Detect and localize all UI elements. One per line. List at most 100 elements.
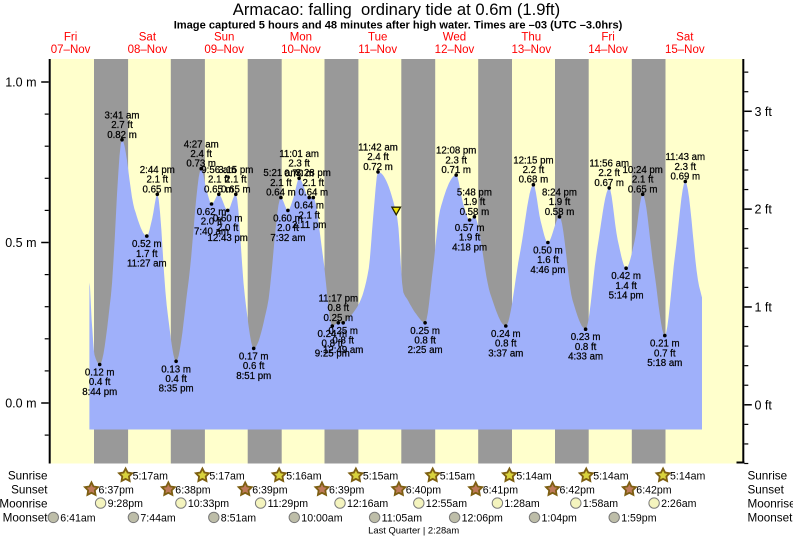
svg-text:0.25 m: 0.25 m xyxy=(410,326,440,337)
svg-text:Thu: Thu xyxy=(521,32,541,44)
svg-text:6:37pm: 6:37pm xyxy=(99,484,135,496)
svg-text:12:55am: 12:55am xyxy=(426,498,467,510)
svg-text:9:28pm: 9:28pm xyxy=(108,498,144,510)
svg-text:2.1 ft: 2.1 ft xyxy=(208,175,230,186)
svg-text:0.71 m: 0.71 m xyxy=(441,165,471,176)
svg-text:11:01 am: 11:01 am xyxy=(279,149,319,160)
svg-text:0.65 m: 0.65 m xyxy=(142,184,172,195)
svg-text:0.72 m: 0.72 m xyxy=(363,162,393,173)
svg-text:5:48 pm: 5:48 pm xyxy=(457,187,492,198)
svg-text:10:00am: 10:00am xyxy=(301,513,342,525)
svg-text:09–Nov: 09–Nov xyxy=(204,44,244,56)
svg-text:3 ft: 3 ft xyxy=(755,105,773,119)
svg-text:1.6 ft: 1.6 ft xyxy=(537,255,559,266)
svg-text:1.0 m: 1.0 m xyxy=(5,76,36,90)
svg-text:0.69 m: 0.69 m xyxy=(670,172,700,183)
svg-text:2.4 ft: 2.4 ft xyxy=(367,152,389,163)
svg-text:10:24 pm: 10:24 pm xyxy=(622,165,662,176)
svg-text:0.17 m: 0.17 m xyxy=(239,351,269,362)
svg-text:0.24 m: 0.24 m xyxy=(317,329,347,340)
svg-text:8:51am: 8:51am xyxy=(221,513,257,525)
svg-text:0.25 m: 0.25 m xyxy=(323,313,353,324)
svg-text:Sun: Sun xyxy=(214,32,234,44)
svg-text:5:15am: 5:15am xyxy=(440,471,476,483)
svg-text:Fri: Fri xyxy=(601,32,614,44)
svg-text:0.42 m: 0.42 m xyxy=(611,271,641,282)
svg-text:2.1 ft: 2.1 ft xyxy=(303,178,325,189)
svg-text:Sunrise: Sunrise xyxy=(748,470,788,483)
svg-text:2.3 ft: 2.3 ft xyxy=(675,162,697,173)
svg-text:6:42pm: 6:42pm xyxy=(636,484,672,496)
svg-text:07–Nov: 07–Nov xyxy=(51,44,91,56)
svg-text:5:21 am: 5:21 am xyxy=(263,168,298,179)
svg-text:0.8 ft: 0.8 ft xyxy=(328,303,350,314)
svg-text:2.1 ft: 2.1 ft xyxy=(270,178,292,189)
svg-text:12:08 pm: 12:08 pm xyxy=(436,146,476,157)
svg-text:4:18 pm: 4:18 pm xyxy=(452,242,487,253)
svg-text:0.64 m: 0.64 m xyxy=(266,188,296,199)
svg-text:12:43 pm: 12:43 pm xyxy=(207,233,247,244)
svg-text:6:41am: 6:41am xyxy=(60,513,96,525)
svg-text:12:16am: 12:16am xyxy=(347,498,388,510)
svg-text:5:18 am: 5:18 am xyxy=(647,358,682,369)
svg-text:8:24 pm: 8:24 pm xyxy=(542,187,577,198)
svg-text:5:17am: 5:17am xyxy=(209,471,245,483)
svg-text:Tue: Tue xyxy=(368,32,387,44)
svg-text:0.73 m: 0.73 m xyxy=(186,159,216,170)
svg-text:2.4 ft: 2.4 ft xyxy=(190,149,212,160)
svg-text:10–Nov: 10–Nov xyxy=(281,44,321,56)
svg-text:12:49 am: 12:49 am xyxy=(323,345,363,356)
svg-text:0.25 m: 0.25 m xyxy=(328,326,358,337)
svg-text:Moonrise: Moonrise xyxy=(748,497,793,510)
svg-text:11:56 am: 11:56 am xyxy=(589,159,629,170)
svg-text:2.3 ft: 2.3 ft xyxy=(288,159,310,170)
svg-text:12–Nov: 12–Nov xyxy=(435,44,475,56)
svg-text:0 ft: 0 ft xyxy=(755,398,773,412)
svg-text:Moonset: Moonset xyxy=(748,512,793,525)
svg-text:11:17 pm: 11:17 pm xyxy=(318,293,358,304)
svg-text:Sunset: Sunset xyxy=(11,484,48,497)
svg-text:1.7 ft: 1.7 ft xyxy=(136,249,158,260)
svg-text:Last Quarter | 2:28am: Last Quarter | 2:28am xyxy=(368,524,459,535)
svg-text:08–Nov: 08–Nov xyxy=(128,44,168,56)
svg-text:2.1 ft: 2.1 ft xyxy=(225,175,247,186)
svg-text:Wed: Wed xyxy=(443,32,466,44)
svg-text:11:29pm: 11:29pm xyxy=(268,498,309,510)
svg-text:0.65 m: 0.65 m xyxy=(628,184,658,195)
svg-text:4:33 am: 4:33 am xyxy=(568,352,603,363)
svg-text:0.7 ft: 0.7 ft xyxy=(654,348,676,359)
svg-text:0.8 ft: 0.8 ft xyxy=(332,335,354,346)
svg-text:0.70 m: 0.70 m xyxy=(284,168,314,179)
svg-text:0.65 m: 0.65 m xyxy=(204,184,234,195)
svg-text:1.4 ft: 1.4 ft xyxy=(615,281,637,292)
svg-text:0.8 ft: 0.8 ft xyxy=(414,335,436,346)
svg-text:2.0 ft: 2.0 ft xyxy=(277,223,299,234)
svg-text:2:44 pm: 2:44 pm xyxy=(140,165,175,176)
svg-text:Fri: Fri xyxy=(64,32,77,44)
svg-text:0.82 m: 0.82 m xyxy=(107,130,137,141)
svg-text:5:14 pm: 5:14 pm xyxy=(609,291,644,302)
svg-text:1.9 ft: 1.9 ft xyxy=(464,197,486,208)
svg-text:2 ft: 2 ft xyxy=(755,203,773,217)
svg-text:1 ft: 1 ft xyxy=(755,301,773,315)
svg-text:1.9 ft: 1.9 ft xyxy=(549,197,571,208)
svg-text:11:42 am: 11:42 am xyxy=(358,143,398,154)
svg-text:6:41pm: 6:41pm xyxy=(483,484,519,496)
svg-text:4:46 pm: 4:46 pm xyxy=(530,265,565,276)
svg-text:0.23 m: 0.23 m xyxy=(571,332,601,343)
svg-text:8:44 pm: 8:44 pm xyxy=(82,387,117,398)
svg-text:Mon: Mon xyxy=(290,32,312,44)
svg-text:0.60 m: 0.60 m xyxy=(273,213,303,224)
svg-text:0.21 m: 0.21 m xyxy=(650,339,680,350)
svg-text:11:43 am: 11:43 am xyxy=(665,152,705,163)
svg-text:0.8 ft: 0.8 ft xyxy=(575,342,597,353)
svg-text:5:15am: 5:15am xyxy=(363,471,399,483)
svg-text:5:14am: 5:14am xyxy=(670,471,706,483)
svg-text:6:39pm: 6:39pm xyxy=(252,484,288,496)
svg-text:6:38pm: 6:38pm xyxy=(175,484,211,496)
svg-text:0.4 ft: 0.4 ft xyxy=(165,374,187,385)
svg-text:9:25 pm: 9:25 pm xyxy=(315,348,350,359)
svg-text:1:28am: 1:28am xyxy=(504,498,540,510)
svg-text:2:11 pm: 2:11 pm xyxy=(292,220,326,231)
svg-text:3:28 pm: 3:28 pm xyxy=(296,168,331,179)
